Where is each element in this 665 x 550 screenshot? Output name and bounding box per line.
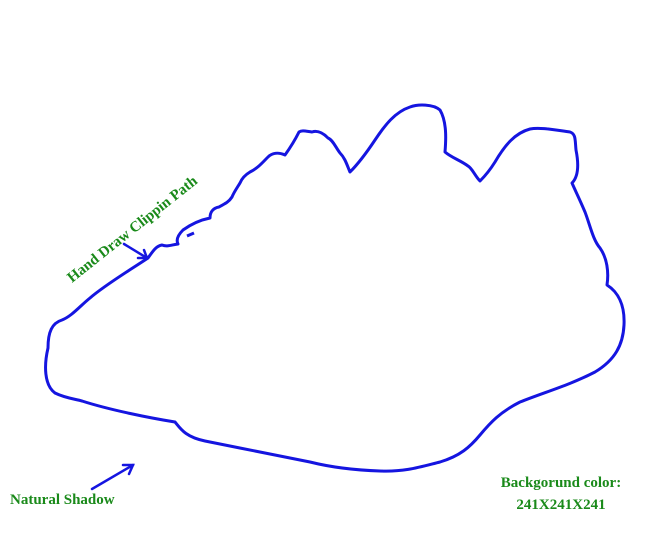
arrow	[122, 242, 149, 260]
note-line: Backgorund color:	[501, 475, 621, 491]
path-fragment	[186, 231, 195, 238]
arrow	[90, 463, 135, 491]
annotation-label: Natural Shadow	[10, 492, 115, 508]
note-line: 241X241X241	[516, 497, 605, 513]
clipping-path-outline	[44, 103, 626, 473]
